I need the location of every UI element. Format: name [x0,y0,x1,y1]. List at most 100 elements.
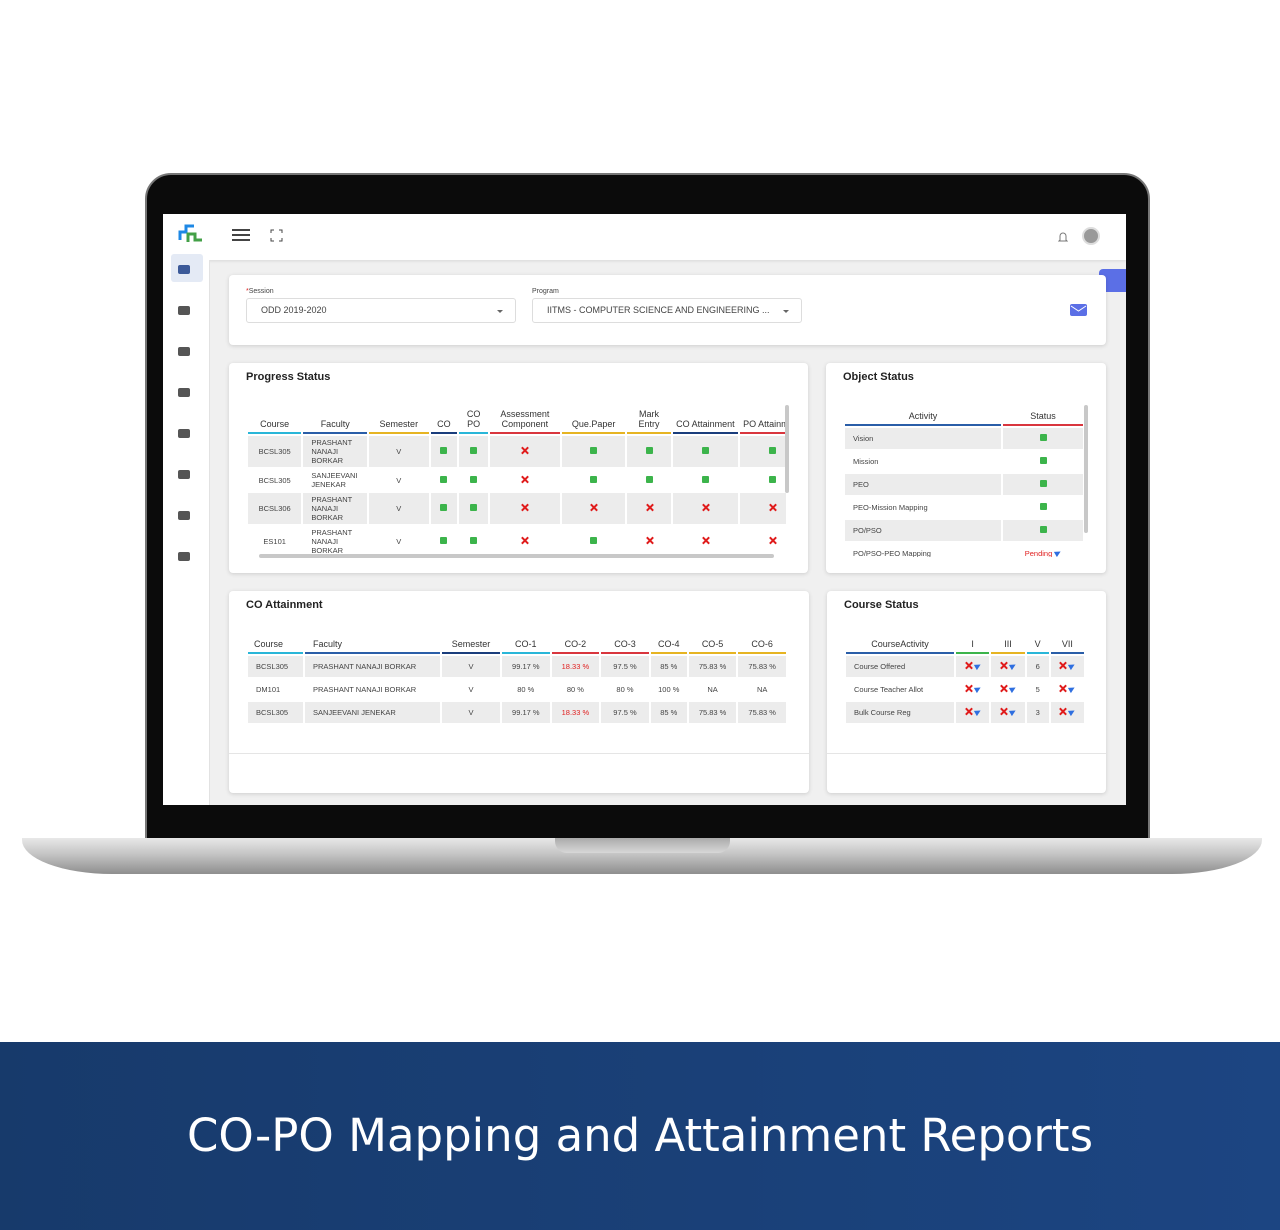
table-cell [627,493,671,524]
card-divider [827,753,1106,754]
table-row: Course Faculty Semester CO CO PO Assessm… [248,407,786,434]
notification-button[interactable] [1058,231,1068,243]
table-cell: V [369,493,429,524]
table-cell: 99.17 % [502,656,550,677]
upload-icon[interactable] [178,511,190,520]
table-cell: PRASHANT NANAJI BORKAR [303,436,368,467]
table-cell [672,493,739,524]
table-row: PO/PSO-PEO Mapping Pending [845,543,1083,557]
course-status-table: CourseActivity I III V VII Course Offere… [844,635,1086,725]
table-cell [673,526,739,557]
table-row: Course Offered 6 [846,656,1084,677]
cross-icon [702,537,709,544]
table-cell [956,679,989,700]
table-cell: Course Teacher Allot [854,685,924,694]
settings-icon[interactable] [178,388,190,397]
table-cell: Course Offered [846,656,954,677]
table-cell [1003,428,1083,449]
column-header: CO-2 [551,637,600,654]
table-cell: Vision [845,428,1001,449]
table-cell [562,469,626,491]
check-icon [440,537,448,544]
table-row: ES101 PRASHANT NANAJI BORKAR V [248,526,786,557]
column-header: CO-5 [688,637,737,654]
table-row: DM101 PRASHANT NANAJI BORKAR V 80 % 80 % 80 %… [248,679,786,700]
mail-button[interactable] [1070,304,1087,316]
cross-icon [965,662,972,669]
academic-icon[interactable] [178,347,190,356]
program-select[interactable]: IITMS - COMPUTER SCIENCE AND ENGINEERING… [532,298,802,323]
icon-shape [232,229,250,241]
icon-shape [1070,305,1087,312]
table-cell: Bulk Course Reg [846,702,954,723]
chat-icon[interactable] [178,429,190,438]
table-cell [991,702,1025,723]
fullscreen-button[interactable] [270,229,283,242]
table-cell: BCSL305 [248,436,302,467]
send-icon [1068,661,1077,671]
table-cell: BCSL306 [248,493,302,524]
element: Activity Status Vision Mission PEO PEO-Mi… [845,409,1083,557]
table-cell: V [468,685,474,694]
progress-scroll: Course Faculty Semester CO CO PO Assessm… [246,405,786,559]
table-cell: V [396,475,402,485]
user-avatar[interactable] [1082,227,1100,245]
table-cell [1003,497,1083,518]
table-cell [430,436,458,467]
table-row: Course Teacher Allot 5 [846,679,1084,700]
table-cell [1051,679,1084,700]
file-icon[interactable] [178,470,190,479]
card-title: Course Status [844,599,919,611]
v-scrollbar[interactable] [1084,405,1088,533]
column-header: Assessment Component [490,407,560,434]
cross-icon [702,504,709,511]
element: Course Faculty Semester CO CO PO Assessm… [248,407,786,557]
table-cell [459,493,488,524]
table-cell: 3 [1026,702,1049,723]
card-title: Progress Status [246,371,331,383]
check-icon [645,447,653,454]
check-icon [440,475,448,483]
column-header: Semester [369,407,429,434]
check-icon [1039,457,1047,464]
check-icon [645,475,653,483]
table-cell [561,493,626,524]
check-icon [470,447,478,454]
column-header: CO PO [459,407,488,434]
check-icon [590,447,598,454]
column-header: CO Attainment [672,407,739,434]
menu-button[interactable] [232,228,250,242]
icon-shape [178,224,194,240]
object-card: Object Status Activity Status Vision Miss… [826,363,1106,573]
table-cell [431,526,458,557]
session-select[interactable]: ODD 2019-2020 [246,298,516,323]
column-header: CO-4 [650,637,687,654]
laptop-notch [555,838,730,853]
course-status-card: Course Status CourseActivity I III V VII… [827,591,1106,793]
table-cell: DM101 [256,685,281,694]
table-cell [740,469,786,491]
check-icon [1039,480,1047,487]
table-cell: PRASHANT NANAJI BORKAR [313,685,417,694]
check-icon [590,475,598,483]
table-cell [431,469,458,491]
program-label: Program [532,288,559,295]
h-scrollbar[interactable] [259,554,774,558]
table-cell: 18.33 % [551,656,600,677]
send-icon [1068,684,1077,694]
table-cell [673,469,739,491]
filter-card: *Session ODD 2019-2020 Program IITMS - C… [229,275,1106,345]
table-row: BCSL305 SANJEEVANI JENEKAR V 99.17 % 18.33 %… [248,702,786,723]
home-icon[interactable] [178,265,190,274]
element: Pending [1024,549,1053,557]
table-cell: PRASHANT NANAJI BORKAR [305,656,440,677]
cross-icon [590,504,597,511]
message-icon[interactable] [178,552,190,561]
table-cell [991,656,1025,677]
cross-icon [769,504,776,511]
cross-icon [1059,708,1066,715]
institute-icon[interactable] [178,306,190,315]
table-row: Course Faculty Semester CO-1 CO-2 CO-3 C… [248,637,786,654]
v-scrollbar[interactable] [785,405,789,493]
column-header: CO-6 [738,637,786,654]
